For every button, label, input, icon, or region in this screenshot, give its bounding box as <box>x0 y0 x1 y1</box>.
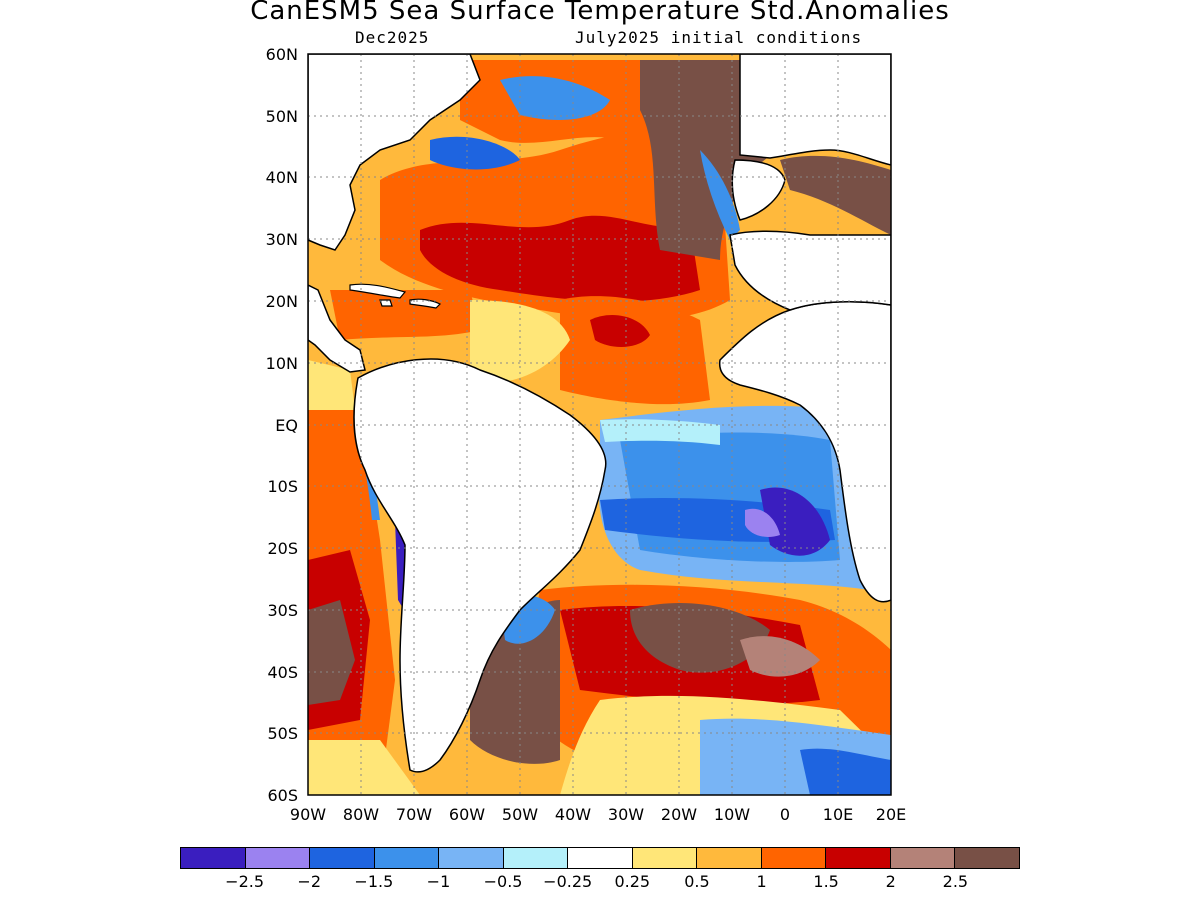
south-atlantic-anomalies <box>470 405 891 795</box>
lon-tick: 70W <box>396 805 432 824</box>
south-america <box>353 358 607 773</box>
lat-tick: 60S <box>267 786 298 805</box>
lon-tick: 30W <box>608 805 644 824</box>
lat-tick: 30S <box>267 601 298 620</box>
lon-tick: 20E <box>876 805 906 824</box>
colorbar-label: −0.5 <box>483 872 523 891</box>
northwest-africa <box>729 230 891 311</box>
colorbar-swatch <box>955 848 1019 868</box>
colorbar-label: −2 <box>297 872 322 891</box>
iberia <box>731 159 786 221</box>
lat-tick: 10N <box>266 354 298 373</box>
lat-tick: 50S <box>267 724 298 743</box>
lat-tick: 20S <box>267 539 298 558</box>
colorbar-label: −0.25 <box>543 872 593 891</box>
colorbar-label: −1 <box>426 872 451 891</box>
lat-tick: 10S <box>267 477 298 496</box>
longitude-axis: 90W 80W 70W 60W 50W 40W 30W 20W 10W 0 10… <box>290 805 906 824</box>
colorbar-label: 0.5 <box>684 872 710 891</box>
lat-tick: 20N <box>266 292 298 311</box>
lon-tick: 10W <box>714 805 750 824</box>
colorbar-swatch <box>890 848 956 868</box>
lat-tick: 40S <box>267 663 298 682</box>
colorbar-label: 1.5 <box>813 872 839 891</box>
lon-tick: 10E <box>823 805 853 824</box>
latitude-axis: 60N 50N 40N 30N 20N 10N EQ 10S 20S 30S 4… <box>266 45 298 805</box>
colorbar-swatch <box>632 848 698 868</box>
colorbar-swatch <box>697 848 762 868</box>
map-frame <box>307 53 892 796</box>
colorbar-label: 2.5 <box>942 872 969 891</box>
colorbar-swatch <box>310 848 375 868</box>
forecast-month-label: Dec2025 <box>355 28 430 47</box>
lon-tick: 50W <box>502 805 538 824</box>
colorbar-swatch <box>439 848 504 868</box>
colorbar-swatch <box>761 848 827 868</box>
colorbar-label: 0.25 <box>614 872 651 891</box>
colorbar-label: −1.5 <box>354 872 394 891</box>
lat-tick: 50N <box>266 107 298 126</box>
europe <box>739 54 891 166</box>
lon-tick: 20W <box>661 805 697 824</box>
colorbar-swatch <box>568 848 633 868</box>
land-masses <box>308 54 891 773</box>
lon-tick: 90W <box>290 805 326 824</box>
colorbar-swatch <box>826 848 891 868</box>
north-america <box>308 54 481 251</box>
colorbar-swatch <box>181 848 246 868</box>
lat-tick: 40N <box>266 168 298 187</box>
east-pacific-anomalies <box>308 360 420 795</box>
central-america <box>308 284 366 373</box>
colorbar-swatch <box>245 848 311 868</box>
north-atlantic-anomalies <box>330 60 800 405</box>
sst-anomaly-map: 60N 50N 40N 30N 20N 10N EQ 10S 20S 30S 4… <box>266 45 907 824</box>
grid-lines <box>308 54 891 795</box>
lon-tick: 0 <box>780 805 790 824</box>
colorbar-label: 1 <box>756 872 767 891</box>
lon-tick: 80W <box>343 805 379 824</box>
lat-tick: EQ <box>275 416 298 435</box>
map-title: CanESM5 Sea Surface Temperature Std.Anom… <box>250 0 950 26</box>
lon-tick: 60W <box>449 805 485 824</box>
colorbar-label: 2 <box>885 872 896 891</box>
initial-conditions-label: July2025 initial conditions <box>575 28 863 47</box>
colorbar-swatch <box>503 848 569 868</box>
colorbar-swatch <box>374 848 440 868</box>
lat-tick: 60N <box>266 45 298 64</box>
lat-tick: 30N <box>266 230 298 249</box>
colorbar-label: −2.5 <box>225 872 265 891</box>
lon-tick: 40W <box>555 805 591 824</box>
colorbar <box>180 847 1020 869</box>
